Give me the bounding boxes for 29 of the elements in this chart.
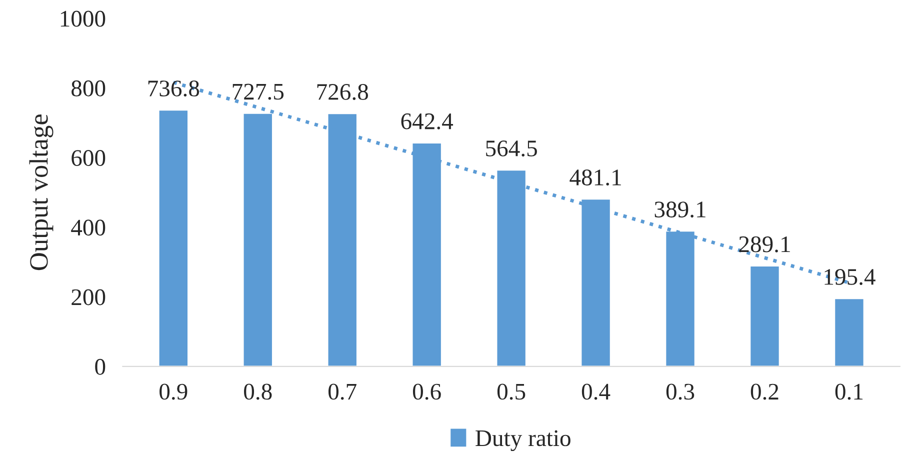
bar — [749, 265, 780, 366]
data-label: 195.4 — [824, 269, 876, 285]
y-tick-label: 400 — [71, 220, 106, 236]
x-tick-label: 0.6 — [412, 384, 441, 400]
x-tick-label: 0.9 — [160, 384, 188, 400]
data-label: 481.1 — [570, 170, 621, 186]
x-tick-label: 0.2 — [750, 384, 778, 400]
data-label: 726.8 — [317, 84, 368, 100]
data-label: 564.5 — [486, 140, 537, 157]
x-tick-label: 0.3 — [666, 384, 694, 400]
x-tick-label: 0.7 — [328, 384, 356, 400]
data-label: 389.1 — [654, 202, 706, 218]
y-tick-label: 0 — [95, 358, 106, 375]
bar — [158, 109, 189, 366]
y-tick-label: 800 — [72, 80, 106, 96]
x-tick-label: 0.5 — [497, 384, 526, 400]
y-tick-label: 600 — [72, 150, 106, 166]
y-tick-label: 200 — [72, 289, 106, 306]
data-label: 727.5 — [232, 84, 284, 100]
x-tick-label: 0.4 — [582, 384, 610, 400]
legend-label: Duty ratio — [476, 430, 570, 452]
x-tick-label: 0.8 — [244, 384, 272, 400]
y-axis-title: Output voltage — [29, 114, 54, 270]
data-label: 289.1 — [739, 236, 790, 252]
data-label: 736.8 — [148, 80, 200, 97]
x-tick-label: 0.1 — [835, 384, 863, 400]
data-label: 642.4 — [401, 113, 454, 130]
y-tick-label: 1000 — [60, 10, 106, 27]
bar — [834, 298, 865, 366]
